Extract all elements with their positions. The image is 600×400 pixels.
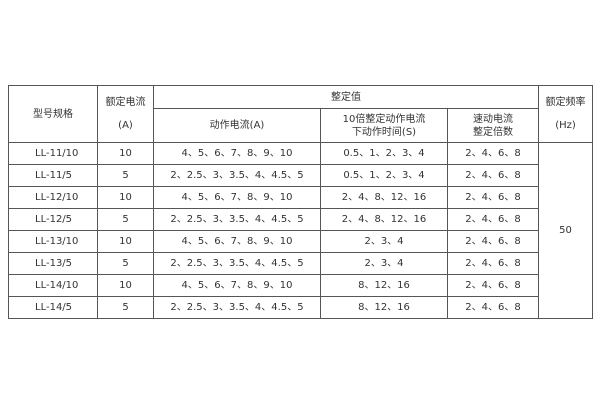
data-cell: 5: [97, 296, 154, 319]
data-cell: 5: [97, 164, 154, 187]
data-cell: 4、5、6、7、8、9、10: [153, 142, 321, 165]
header-cell: 整定值: [152, 85, 540, 109]
data-cell: 2、4、6、8: [446, 230, 540, 253]
header-cell: 额定电流 (A): [97, 85, 154, 143]
data-cell: 2、4、6、8: [446, 296, 540, 319]
data-row: LL-13/5 5 2、2.5、3、3.5、4、4.5、5 2、3、4 2、4、6、8: [8, 252, 593, 275]
data-cell: 0.5、1、2、3、4: [320, 142, 448, 165]
data-cell: 10: [97, 142, 154, 165]
data-cell: LL-14/5: [8, 296, 98, 319]
header-cell: 速动电流 整定倍数: [446, 108, 540, 143]
data-cell: LL-12/5: [8, 208, 98, 231]
data-cell: 5: [97, 208, 154, 231]
data-cell: 2、2.5、3、3.5、4、4.5、5: [153, 208, 321, 231]
header-cell: 动作电流(A): [153, 108, 321, 143]
header-text: 10倍整定动作电流: [342, 113, 426, 125]
data-cell: 4、5、6、7、8、9、10: [153, 186, 321, 209]
header-text: 整定倍数: [473, 126, 513, 138]
data-cell: LL-11/10: [8, 142, 98, 165]
header-cell: 额定频率 (Hz): [538, 85, 594, 143]
data-cell: 5: [97, 252, 154, 275]
data-cell: 2、3、4: [320, 252, 448, 275]
data-cell: 10: [97, 186, 154, 209]
data-row: LL-11/10 10 4、5、6、7、8、9、10 0.5、1、2、3、4 2、4、6…: [8, 142, 594, 319]
data-row: LL-12/10 10 4、5、6、7、8、9、10 2、4、8、12、16 2、4、6…: [8, 186, 593, 209]
data-cell: 10: [97, 274, 154, 297]
data-cell: LL-13/5: [8, 252, 98, 275]
data-cell: LL-11/5: [8, 164, 98, 187]
data-cell: 4、5、6、7、8、9、10: [153, 230, 321, 253]
data-cell: LL-12/10: [8, 186, 98, 209]
data-cell: 0.5、1、2、3、4: [320, 164, 448, 187]
data-cell: LL-14/10: [8, 274, 98, 297]
data-row: LL-11/5 5 2、2.5、3、3.5、4、4.5、5 0.5、1、2、3、4 2、…: [8, 164, 593, 187]
data-cell: 8、12、16: [320, 296, 448, 319]
data-row: LL-14/5 5 2、2.5、3、3.5、4、4.5、5 8、12、16 2、4、6、…: [8, 296, 593, 319]
header-row: 动作电流(A) 10倍整定动作电流 下动作时间(S) 速动电流 整定倍数: [9, 108, 593, 143]
header-text: 下动作时间(S): [351, 126, 417, 138]
data-cell: 2、4、6、8: [446, 274, 540, 297]
header-cell: 10倍整定动作电流 下动作时间(S): [320, 108, 448, 143]
data-cell: 2、4、6、8: [446, 208, 540, 231]
header-text: 速动电流: [473, 113, 513, 125]
data-cell: 2、4、6、8: [446, 252, 540, 275]
data-cell: 2、4、6、8: [446, 164, 540, 187]
data-cell: LL-13/10: [8, 230, 98, 253]
data-row: LL-12/5 5 2、2.5、3、3.5、4、4.5、5 2、4、8、12、16 2、…: [8, 208, 593, 231]
data-row: LL-14/10 10 4、5、6、7、8、9、10 8、12、16 2、4、6、8: [8, 274, 593, 297]
data-cell: 2、4、8、12、16: [320, 208, 448, 231]
data-cell: 8、12、16: [320, 274, 448, 297]
data-cell: 2、4、6、8: [446, 186, 540, 209]
frequency-cell: 50: [538, 142, 594, 319]
data-cell: 10: [97, 230, 154, 253]
data-cell: 2、2.5、3、3.5、4、4.5、5: [153, 252, 321, 275]
data-row: LL-13/10 10 4、5、6、7、8、9、10 2、3、4 2、4、6、8: [8, 230, 593, 253]
header-row: 型号规格 额定电流 (A) 整定值 额定频率 (Hz): [8, 85, 594, 143]
header-text: 额定电流: [105, 97, 146, 108]
header-text: 额定频率: [545, 97, 586, 108]
data-cell: 2、2.5、3、3.5、4、4.5、5: [153, 164, 321, 187]
data-cell: 2、2.5、3、3.5、4、4.5、5: [153, 296, 321, 319]
header-text: (A): [118, 120, 133, 131]
data-cell: 4、5、6、7、8、9、10: [153, 274, 321, 297]
relay-table: 型号规格 额定电流 (A) 整定值 额定频率 (Hz) 动作电流(A) 10倍整…: [8, 85, 594, 319]
header-text: (Hz): [555, 120, 576, 131]
data-cell: 2、4、6、8: [446, 142, 540, 165]
data-cell: 2、4、8、12、16: [320, 186, 448, 209]
header-cell: 型号规格: [8, 85, 98, 143]
data-cell: 2、3、4: [320, 230, 448, 253]
